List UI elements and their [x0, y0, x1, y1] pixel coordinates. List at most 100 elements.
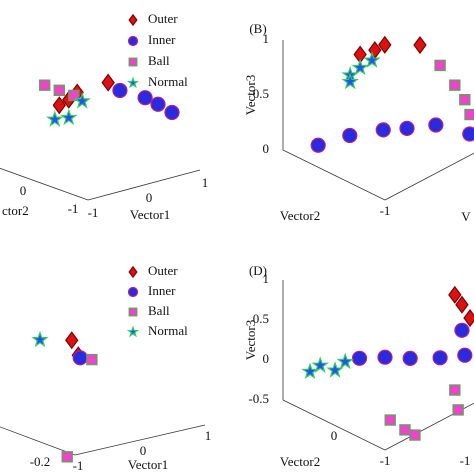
- legend-marker: [126, 76, 140, 89]
- x-tick-label: 0: [140, 443, 147, 458]
- point: [409, 429, 421, 441]
- legend-marker: [128, 57, 138, 67]
- x-axis-label: Vector1: [128, 457, 168, 472]
- x-axis-line: [384, 402, 474, 451]
- point: [432, 350, 448, 366]
- y-tick-label: -1: [380, 453, 391, 468]
- y-axis-line: [0, 167, 89, 201]
- point: [434, 59, 446, 72]
- point: [449, 384, 461, 396]
- point: [448, 285, 462, 304]
- x-tick-label: 0: [146, 190, 153, 205]
- panel-label: (B): [249, 21, 266, 36]
- point: [363, 51, 381, 68]
- point: [341, 72, 359, 90]
- point: [459, 93, 471, 106]
- point: [449, 79, 461, 91]
- y-tick-label: -1: [380, 203, 391, 218]
- point: [60, 108, 78, 126]
- x-tick-label: 1: [202, 175, 209, 190]
- legend-label: Ball: [148, 303, 170, 318]
- point: [413, 35, 427, 55]
- point: [378, 35, 392, 54]
- y-tick-label: 0: [20, 183, 27, 198]
- legend-label: Inner: [148, 32, 176, 47]
- point: [101, 73, 115, 92]
- point: [351, 58, 369, 76]
- point: [342, 127, 358, 144]
- x-tick-label: -1: [460, 453, 471, 468]
- point: [326, 361, 344, 378]
- point: [462, 126, 474, 142]
- x-tick-label: -1: [73, 458, 84, 473]
- legend-marker: [127, 286, 139, 298]
- y-tick-label: 0: [331, 428, 338, 443]
- x-axis-label: Vector1: [130, 207, 170, 222]
- z-tick-label: 0: [263, 141, 270, 156]
- point: [428, 117, 444, 133]
- point: [72, 350, 88, 366]
- y-axis-label: Vector2: [280, 208, 320, 223]
- point: [310, 137, 326, 153]
- point: [457, 347, 473, 363]
- point: [39, 79, 51, 91]
- y-axis-label: ctor2: [2, 203, 29, 218]
- x-axis-line: [384, 152, 474, 201]
- point: [452, 404, 464, 416]
- point: [384, 414, 396, 426]
- legend-marker: [128, 13, 138, 27]
- y-axis-line: [282, 149, 386, 201]
- legend-marker: [128, 307, 138, 317]
- x-axis-label: V: [461, 209, 471, 224]
- point: [351, 350, 368, 366]
- panel-label: (D): [249, 263, 267, 278]
- z-tick-label: -0.5: [248, 391, 269, 406]
- legend-marker: [128, 265, 138, 279]
- legend-label: Outer: [148, 11, 178, 26]
- x-tick-label: -1: [88, 205, 99, 220]
- z-axis-label: Vector3: [243, 75, 258, 115]
- y-tick-label: -0.2: [30, 454, 51, 469]
- legend-label: Normal: [148, 74, 188, 89]
- y-axis-line: [0, 426, 76, 456]
- z-axis-label: Vector3: [243, 320, 258, 360]
- z-tick-label: 1: [263, 271, 270, 286]
- legend-label: Inner: [148, 283, 176, 298]
- x-axis-line: [74, 424, 206, 456]
- point: [46, 110, 64, 127]
- point: [65, 331, 79, 350]
- z-tick-label: 0.5: [253, 311, 269, 326]
- z-tick-label: 0: [263, 351, 270, 366]
- y-axis-line: [282, 399, 386, 451]
- point: [455, 295, 469, 314]
- point: [377, 349, 393, 365]
- point: [336, 352, 354, 370]
- point: [52, 96, 66, 115]
- point: [399, 120, 415, 136]
- point: [137, 90, 153, 106]
- point: [73, 91, 91, 109]
- point: [375, 122, 391, 138]
- point: [311, 356, 329, 373]
- y-axis-label: Vector2: [280, 454, 320, 469]
- x-tick-label: 1: [205, 428, 212, 443]
- point: [454, 322, 470, 338]
- point: [464, 108, 474, 121]
- point: [68, 89, 80, 102]
- z-tick-label: 1: [263, 31, 270, 46]
- legend-label: Normal: [148, 323, 188, 338]
- point: [53, 84, 65, 96]
- x-axis-line: [87, 169, 201, 201]
- point: [112, 82, 128, 99]
- point: [301, 362, 319, 380]
- point: [150, 96, 166, 112]
- legend-marker: [126, 325, 140, 338]
- point: [402, 350, 418, 366]
- legend-label: Outer: [148, 263, 178, 278]
- point: [86, 353, 98, 366]
- point: [164, 104, 180, 121]
- point: [61, 451, 73, 463]
- legend-marker: [127, 35, 139, 47]
- legend-label: Ball: [148, 53, 170, 68]
